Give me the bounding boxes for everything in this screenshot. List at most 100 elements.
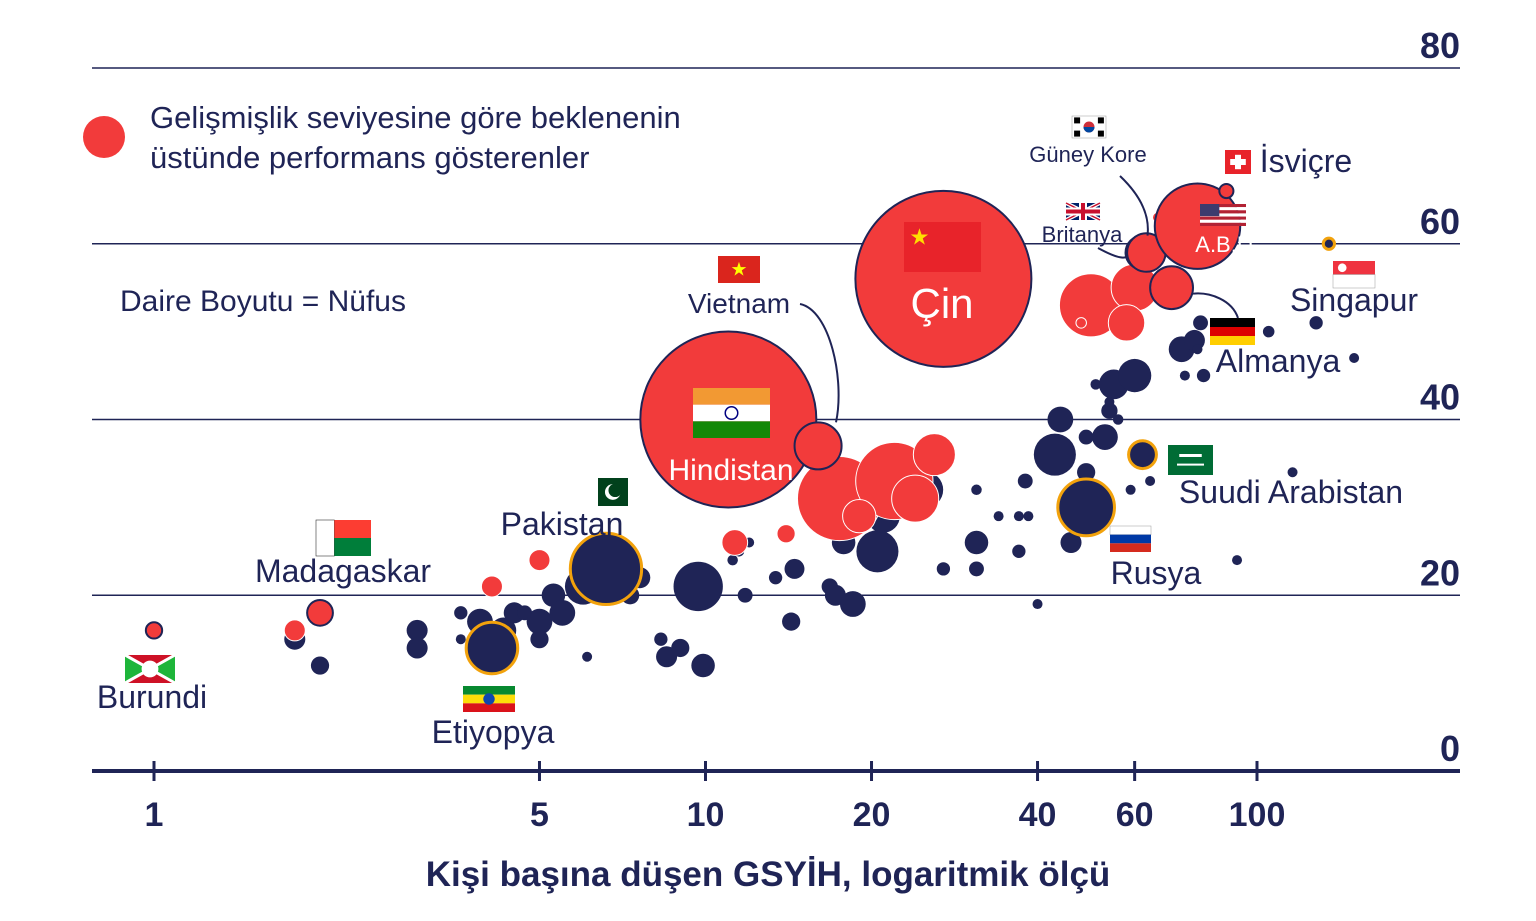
bubble-point — [1145, 476, 1156, 487]
flag-part — [1210, 318, 1255, 327]
bubble-point — [1101, 402, 1118, 419]
bubble-size-note: Daire Boyutu = Nüfus — [120, 285, 406, 318]
bubble-Vietnam — [793, 421, 843, 471]
bubble-point — [671, 638, 690, 658]
label-Hindistan: Hindistan — [668, 454, 793, 487]
label-A.B.D: A.B.D — [1195, 232, 1252, 257]
flag-part — [334, 520, 371, 538]
bubble-point — [1112, 414, 1124, 425]
label-Vietnam: Vietnam — [688, 288, 790, 319]
flag-part — [1200, 219, 1246, 223]
bubble-point — [936, 562, 951, 576]
flag-part — [1074, 117, 1081, 124]
bubble-point — [455, 634, 466, 645]
legend-label: Gelişmişlik seviyesine göre beklenenin ü… — [150, 98, 850, 178]
bubble-point — [969, 561, 984, 577]
flag-star: ★ — [909, 225, 929, 251]
label-Almanya: Almanya — [1216, 343, 1341, 379]
flag-part — [1097, 130, 1104, 137]
bubble-point — [971, 484, 982, 496]
flag-ethiopia-icon — [463, 686, 515, 712]
bubble-point — [1262, 325, 1275, 338]
flag-part — [1337, 263, 1347, 273]
label-Etiyopya: Etiyopya — [432, 714, 555, 750]
bubble-point — [727, 554, 738, 566]
flag-russia-icon — [1109, 525, 1152, 552]
bubble-point — [1047, 406, 1074, 433]
flag-part — [315, 519, 335, 557]
y-axis-labels: 0 20 40 60 80 — [1420, 25, 1460, 769]
flag-india-icon — [693, 388, 770, 438]
flag-part — [334, 538, 371, 556]
flag-part — [1110, 534, 1151, 544]
flag-pakistan-icon — [588, 478, 628, 506]
bubble-point — [1349, 352, 1360, 363]
bubble-point — [1017, 473, 1033, 489]
flag-part — [1074, 130, 1081, 137]
y-tick-label-60: 60 — [1420, 201, 1460, 242]
flag-burundi-icon — [124, 653, 176, 685]
flag-part — [1066, 209, 1100, 214]
leader-vietnam — [799, 303, 840, 423]
flag-part — [1210, 327, 1255, 336]
x-axis-title: Kişi başına düşen GSYİH, logaritmik ölçü — [425, 855, 1111, 894]
y-tick-label-0: 0 — [1440, 728, 1460, 769]
bubble-Singapur — [1321, 236, 1336, 251]
bubble-point — [891, 474, 940, 523]
flag-part — [1177, 463, 1204, 466]
label-Burundi: Burundi — [97, 679, 207, 715]
bubble-point — [856, 530, 899, 573]
label-Singapur: Singapur — [1290, 282, 1418, 318]
bubble-point — [737, 587, 753, 603]
y-tick-label-20: 20 — [1420, 552, 1460, 593]
label-Suudi Arabistan: Suudi Arabistan — [1179, 474, 1403, 510]
bubble-Burundi — [144, 621, 164, 640]
gridlines — [92, 67, 1460, 596]
annotations: Burundi Madagaskar Etiyopya Pakistan Hindist… — [97, 115, 1418, 750]
flag-madagascar-icon — [315, 519, 371, 557]
flag-part — [904, 222, 981, 272]
bubble-point — [654, 632, 668, 646]
bubble-point — [1125, 484, 1136, 495]
label-İsviçre: İsviçre — [1260, 143, 1352, 179]
bubble-point — [406, 619, 428, 641]
x-tick-label-100: 100 — [1229, 796, 1286, 834]
bubble-point — [1107, 304, 1146, 342]
y-tick-label-80: 80 — [1420, 25, 1460, 66]
bubble-point — [784, 558, 805, 579]
bubble-point — [406, 637, 428, 659]
x-axis: 1 5 10 20 40 60 100 — [92, 761, 1460, 834]
bubble-point — [776, 524, 796, 544]
leader-germany — [1192, 292, 1239, 319]
bubble-point — [842, 499, 877, 534]
bubble-point — [656, 646, 678, 668]
bubble-Almanya — [1149, 265, 1194, 311]
flag-part — [1168, 445, 1213, 475]
bubble-point — [1060, 532, 1082, 554]
bubble-point — [1023, 511, 1034, 522]
label-Pakistan: Pakistan — [501, 506, 624, 542]
flag-star: ★ — [731, 258, 748, 280]
x-tick-label-5: 5 — [530, 796, 549, 834]
legend-marker — [83, 116, 125, 158]
flag-uk-icon — [1065, 201, 1101, 222]
bubble-point — [673, 561, 723, 612]
flag-crescent-cut — [608, 483, 622, 498]
flag-part — [693, 388, 770, 405]
flag-part — [1200, 204, 1246, 208]
flag-part — [1200, 207, 1246, 211]
bubble-point — [549, 599, 576, 626]
flag-part — [1109, 525, 1152, 535]
flag-part — [463, 703, 515, 712]
bubble-point — [1179, 370, 1190, 381]
flag-switzerland-icon — [1225, 150, 1251, 174]
flag-part — [1083, 127, 1095, 133]
bubble-point — [964, 530, 989, 555]
x-tick-label-1: 1 — [145, 796, 164, 834]
leader-uk — [1097, 247, 1128, 259]
flag-part — [141, 660, 159, 678]
bubble-point — [1104, 396, 1115, 407]
flag-part — [1097, 117, 1104, 124]
bubble-point — [782, 612, 801, 631]
flag-south-korea-icon — [1071, 115, 1107, 139]
